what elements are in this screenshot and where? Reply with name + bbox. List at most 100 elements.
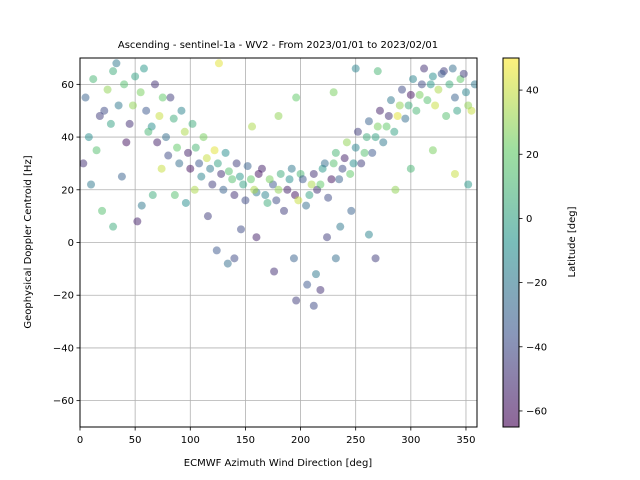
data-point xyxy=(131,72,140,81)
data-point xyxy=(292,93,301,102)
data-point xyxy=(137,201,146,210)
data-point xyxy=(117,172,126,181)
data-point xyxy=(239,180,248,189)
data-point xyxy=(186,164,195,173)
data-point xyxy=(169,114,178,123)
data-point xyxy=(188,119,197,128)
y-axis-label: Geophysical Doppler Centroid [Hz] xyxy=(23,155,34,328)
data-point xyxy=(287,164,296,173)
data-point xyxy=(415,90,424,99)
data-point xyxy=(375,106,384,115)
data-point xyxy=(114,101,123,110)
data-point xyxy=(206,164,215,173)
data-point xyxy=(81,93,90,102)
y-axis: −60 −40 −20 0 20 40 60 xyxy=(53,80,80,407)
data-point xyxy=(420,64,429,73)
data-point xyxy=(128,101,137,110)
data-point xyxy=(294,196,303,205)
data-point xyxy=(459,69,468,78)
data-point xyxy=(199,133,208,142)
data-point xyxy=(450,93,459,102)
data-point xyxy=(340,154,349,163)
data-point xyxy=(336,222,345,231)
data-point xyxy=(412,106,421,115)
y-tick-label: 60 xyxy=(61,80,74,91)
data-point xyxy=(373,122,382,131)
data-point xyxy=(155,111,164,120)
data-point xyxy=(103,85,112,94)
data-point xyxy=(270,267,279,276)
data-point xyxy=(148,191,157,200)
data-point xyxy=(349,159,358,168)
data-point xyxy=(139,64,148,73)
data-point xyxy=(371,133,380,142)
data-point xyxy=(230,191,239,200)
data-point xyxy=(346,169,355,178)
data-point xyxy=(417,80,426,89)
data-point xyxy=(464,180,473,189)
data-point xyxy=(390,127,399,136)
data-point xyxy=(261,191,270,200)
data-point xyxy=(235,172,244,181)
data-point xyxy=(428,72,437,81)
data-point xyxy=(219,185,228,194)
data-point xyxy=(272,196,281,205)
colorbar-tick-label: 0 xyxy=(526,214,532,225)
data-point xyxy=(254,169,263,178)
x-tick-label: 100 xyxy=(181,435,200,446)
data-point xyxy=(442,111,451,120)
data-points xyxy=(80,59,477,310)
colorbar-tick-label: −60 xyxy=(526,406,547,417)
y-tick-label: −20 xyxy=(53,291,74,302)
data-point xyxy=(248,122,257,131)
data-point xyxy=(327,175,336,184)
data-point xyxy=(203,212,212,221)
data-point xyxy=(353,127,362,136)
x-tick-label: 0 xyxy=(77,435,83,446)
data-point xyxy=(177,106,186,115)
data-point xyxy=(112,59,121,68)
data-point xyxy=(302,201,311,210)
x-tick-label: 150 xyxy=(236,435,255,446)
data-point xyxy=(289,254,298,263)
data-point xyxy=(393,111,402,120)
data-point xyxy=(428,146,437,155)
data-point xyxy=(303,280,312,289)
data-point xyxy=(283,185,292,194)
colorbar-frame xyxy=(502,57,520,428)
x-tick-label: 300 xyxy=(401,435,420,446)
data-point xyxy=(125,119,134,128)
data-point xyxy=(202,154,211,163)
data-point xyxy=(368,148,377,157)
data-point xyxy=(305,191,314,200)
x-tick-label: 250 xyxy=(346,435,365,446)
data-point xyxy=(237,225,246,234)
data-point xyxy=(329,88,338,97)
x-tick-label: 350 xyxy=(456,435,475,446)
data-point xyxy=(136,88,145,97)
data-point xyxy=(180,127,189,136)
y-tick-label: −40 xyxy=(53,343,74,354)
data-point xyxy=(292,296,301,305)
data-point xyxy=(181,198,190,207)
x-axis-label: ECMWF Azimuth Wind Direction [deg] xyxy=(184,458,373,469)
data-point xyxy=(342,138,351,147)
data-point xyxy=(250,185,259,194)
data-point xyxy=(223,259,232,268)
data-point xyxy=(87,180,96,189)
colorbar: −60 −40 −20 0 20 40 Latitude [deg] xyxy=(502,57,578,428)
data-point xyxy=(298,175,307,184)
data-point xyxy=(329,159,338,168)
data-point xyxy=(122,138,131,147)
x-axis: 0 50 100 150 200 250 300 350 xyxy=(77,427,476,446)
y-tick-label: 20 xyxy=(61,185,74,196)
data-point xyxy=(360,148,369,157)
y-tick-label: −60 xyxy=(53,396,74,407)
data-point xyxy=(166,93,175,102)
data-point xyxy=(398,85,407,94)
data-point xyxy=(386,96,395,105)
data-point xyxy=(175,159,184,168)
data-point xyxy=(197,172,206,181)
data-point xyxy=(184,148,193,157)
data-point xyxy=(401,114,410,123)
